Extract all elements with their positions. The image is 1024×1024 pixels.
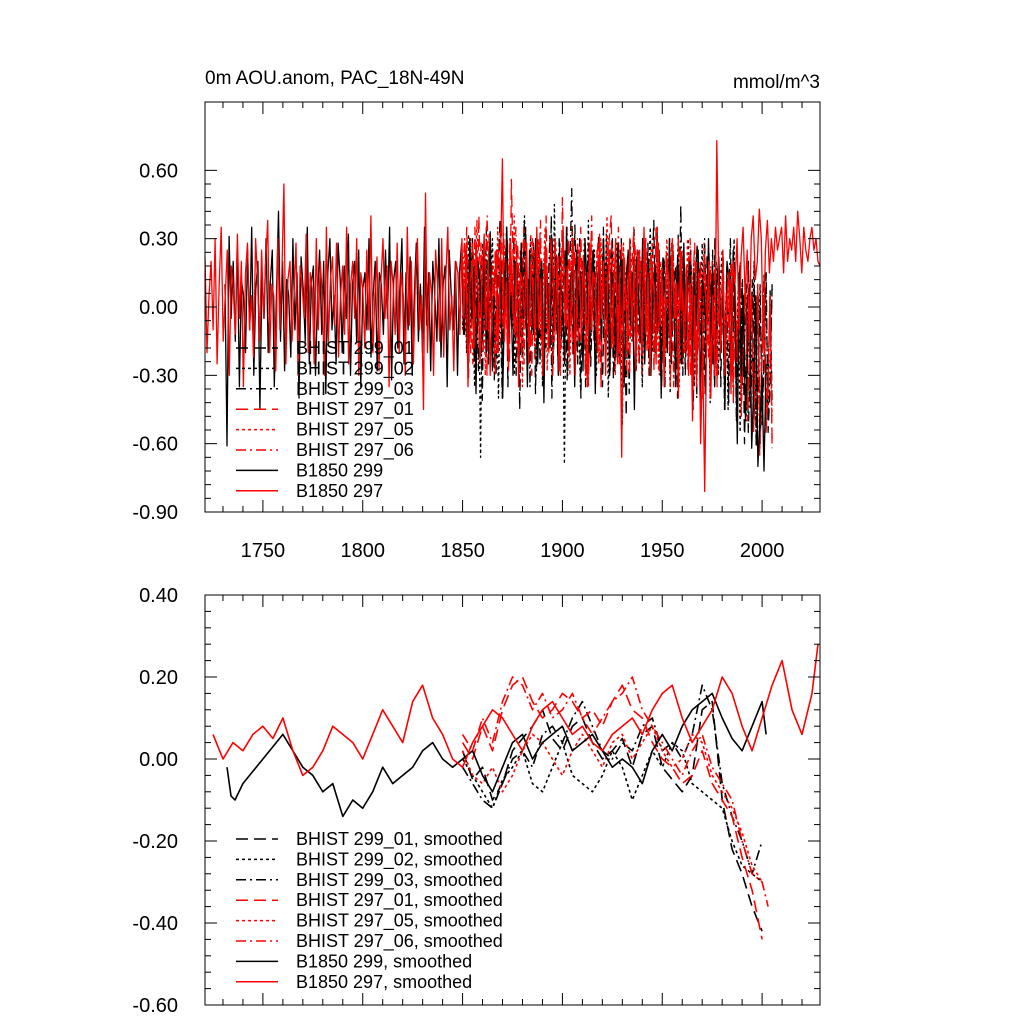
series-line-b1850-297 [205,140,820,493]
y-tick-label: -0.40 [132,913,178,935]
x-tick-label: 1800 [340,540,385,562]
top-axes: 0.60 0.30 0.00 -0.30 -0.60 -0.90 1750 1800 1850 1… [132,102,820,562]
series-line-bhist-297-06-smoothed [461,676,769,907]
legend-label: B1850 297 [296,481,383,501]
legend-label: B1850 299 [296,460,383,480]
x-tick-label: 1950 [640,540,685,562]
y-tick-label: -0.90 [132,502,178,524]
legend-item: BHIST 297_05, smoothed [236,911,503,932]
legend-item: B1850 299, smoothed [236,951,472,971]
x-tick-label: 1850 [440,540,485,562]
y-tick-label: -0.20 [132,831,178,853]
legend-item: BHIST 299_01 [236,338,414,359]
series-line-bhist-299-01-smoothed [461,700,763,932]
series-line-bhist-299-03-smoothed [461,684,763,875]
legend-item: BHIST 299_03 [236,379,414,400]
legend-label: BHIST 299_01 [296,338,414,359]
series-line-bhist-297-05-smoothed [461,725,763,883]
top-chart-units: mmol/m^3 [733,72,820,93]
y-tick-label: 0.20 [139,667,178,689]
legend-item: BHIST 297_06 [236,440,414,461]
series-line-b1850-297-smoothed [212,644,819,777]
series-line-bhist-297-01-smoothed [461,676,763,940]
top-plot-frame [204,101,821,513]
y-tick-label: -0.30 [132,365,178,387]
bottom-axes: 0.40 0.20 0.00 -0.20 -0.40 -0.60 [132,585,820,1017]
y-tick-label: 0.40 [139,585,178,607]
bottom-series-group [212,644,819,940]
legend-label: BHIST 299_01, smoothed [296,829,503,850]
series-line-bhist-299-02-smoothed [461,741,763,883]
legend-label: B1850 299, smoothed [296,951,472,971]
legend-item: B1850 297 [236,481,383,501]
legend-item: BHIST 299_02, smoothed [236,849,503,870]
legend-label: BHIST 297_01, smoothed [296,890,503,911]
legend-item: BHIST 297_05 [236,420,414,441]
legend-label: BHIST 299_02 [296,358,414,379]
legend-label: BHIST 297_05 [296,420,414,441]
y-tick-label: 0.00 [139,297,178,319]
bottom-chart: 0.40 0.20 0.00 -0.20 -0.40 -0.60 BHIST 299_01… [132,585,821,1017]
y-tick-label: -0.60 [132,434,178,456]
top-series-group [205,140,820,493]
legend-label: BHIST 297_06, smoothed [296,931,503,952]
legend-item: BHIST 297_06, smoothed [236,931,503,952]
y-tick-label: -0.60 [132,995,178,1017]
x-tick-label: 1900 [540,540,585,562]
legend-item: BHIST 299_02 [236,358,414,379]
legend-label: BHIST 297_01 [296,399,414,420]
legend-item: B1850 299 [236,460,383,480]
y-tick-label: 0.60 [139,160,178,182]
y-tick-label: 0.30 [139,229,178,251]
legend-item: BHIST 299_01, smoothed [236,829,503,850]
legend-label: BHIST 297_05, smoothed [296,911,503,932]
top-chart: 0m AOU.anom, PAC_18N-49N mmol/m^3 0.600.… [132,68,821,562]
top-chart-title: 0m AOU.anom, PAC_18N-49N [205,68,464,89]
series-line-b1850-299-smoothed [226,692,767,818]
legend-label: BHIST 297_06 [296,440,414,461]
legend-item: BHIST 297_01, smoothed [236,890,503,911]
legend-label: BHIST 299_03, smoothed [296,870,503,891]
x-tick-label: 1750 [241,540,286,562]
bottom-plot-frame [204,594,821,1006]
x-tick-label: 2000 [740,540,785,562]
y-tick-label: 0.00 [139,749,178,771]
legend-label: BHIST 299_02, smoothed [296,849,503,870]
legend-label: BHIST 299_03 [296,379,414,400]
legend-item: B1850 297, smoothed [236,972,472,992]
legend-item: BHIST 299_03, smoothed [236,870,503,891]
legend-label: B1850 297, smoothed [296,972,472,992]
legend-item: BHIST 297_01 [236,399,414,420]
